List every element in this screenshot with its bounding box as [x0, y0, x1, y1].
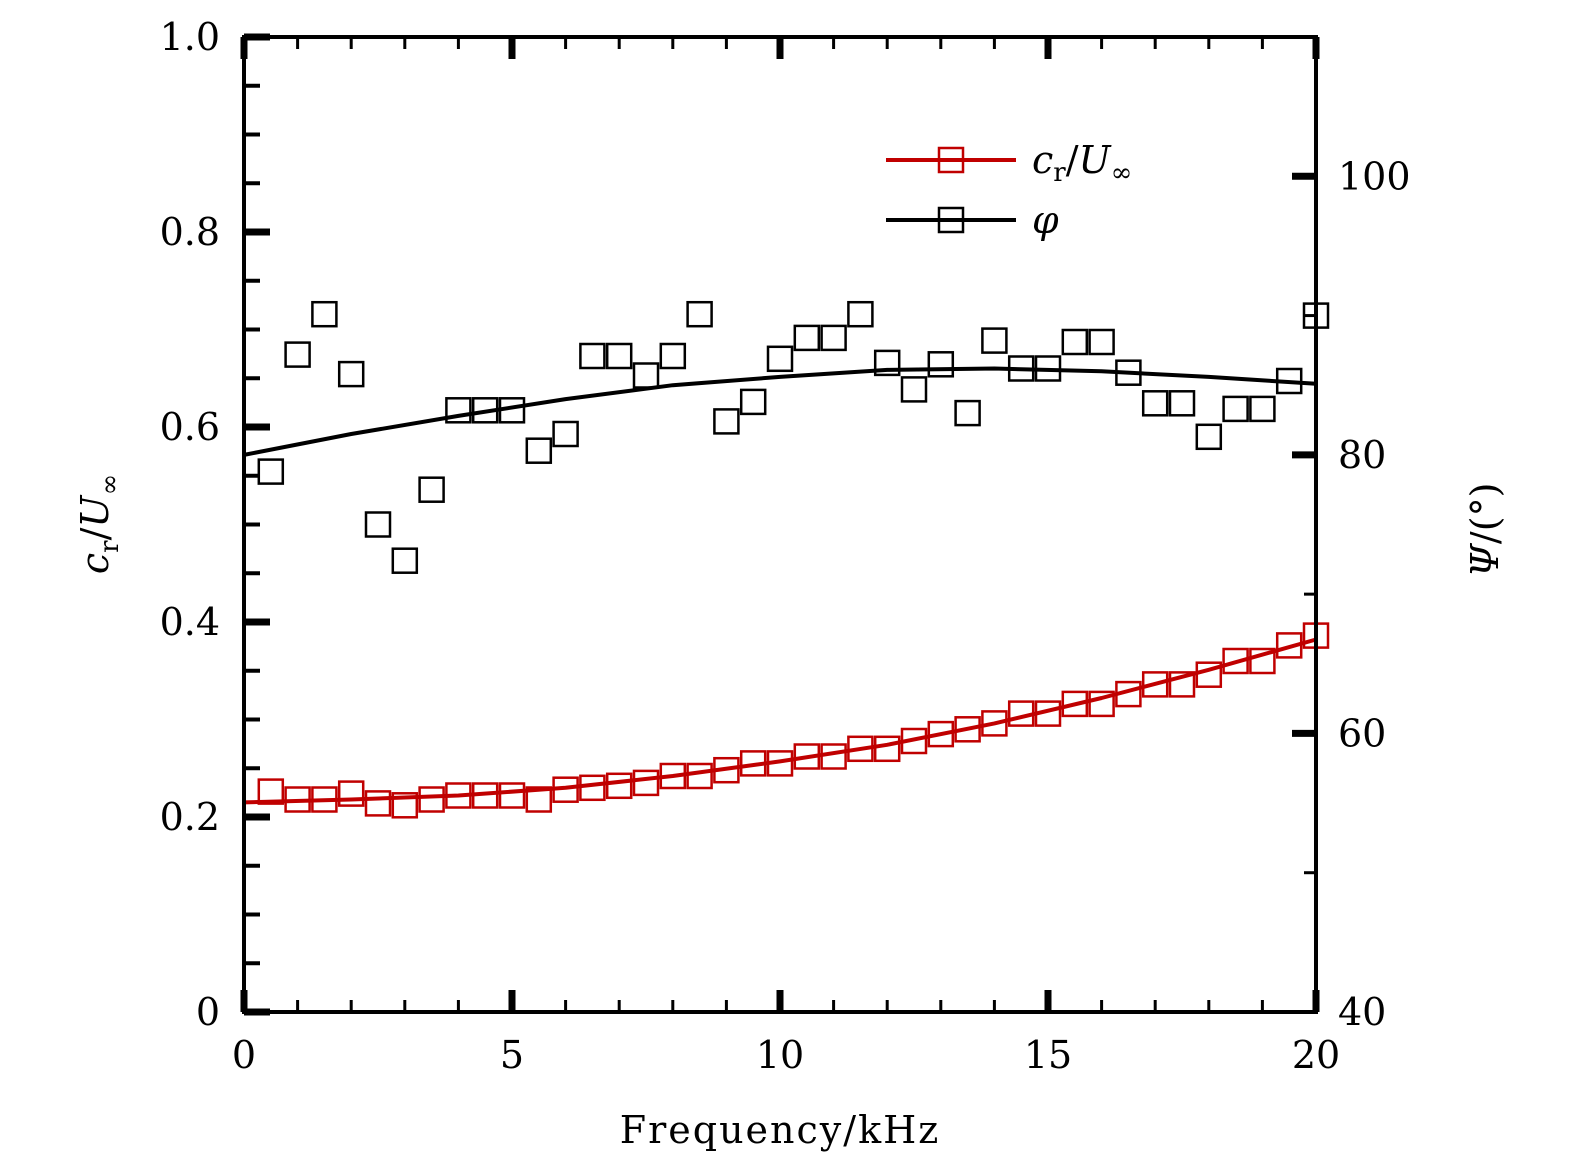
y-left-tick-label: 0: [196, 990, 220, 1034]
data-point-series-2: [391, 547, 419, 574]
y-left-tick-label: 0.8: [160, 210, 220, 254]
data-point-series-2: [820, 324, 847, 352]
data-point-series-2: [337, 360, 365, 388]
data-point-series-2: [766, 345, 794, 373]
data-point-series-0: [1168, 671, 1196, 698]
data-point-series-2: [605, 342, 633, 370]
data-point-series-2: [847, 300, 874, 328]
legend-item-cr: cr/U∞: [886, 138, 1132, 188]
data-point-series-0: [498, 782, 526, 809]
x-tick-label: 20: [1292, 1033, 1340, 1077]
data-point-series-0: [1222, 647, 1249, 675]
data-point-series-2: [713, 408, 740, 435]
y-right-tick-label: 100: [1338, 154, 1411, 198]
data-point-series-2: [793, 324, 821, 352]
data-point-series-2: [552, 420, 579, 448]
data-point-series-2: [364, 511, 392, 538]
data-point-series-2: [1141, 390, 1169, 417]
legend-item-phi: φ: [886, 198, 1059, 242]
y-left-axis-title: cr/U∞: [73, 474, 125, 574]
y-left-tick-label: 0.2: [160, 795, 220, 839]
data-point-series-2: [418, 476, 445, 503]
data-point-series-0: [1088, 690, 1115, 718]
data-point-series-2: [659, 342, 687, 370]
data-point-series-0: [364, 790, 392, 817]
data-point-series-0: [418, 786, 445, 813]
legend: cr/U∞ φ: [886, 138, 1132, 242]
svg-text:Ψ/(°): Ψ/(°): [1463, 483, 1507, 578]
x-axis-title: Frequency/kHz: [620, 1108, 941, 1152]
x-tick-label: 15: [1024, 1033, 1072, 1077]
series-fit-line-1: [243, 637, 1317, 805]
x-tick-label: 5: [500, 1033, 524, 1077]
data-point-series-2: [632, 362, 660, 389]
data-point-series-2: [525, 437, 553, 464]
plot-frame: [242, 35, 1318, 1014]
y-right-axis-title: Ψ/(°): [1463, 483, 1507, 578]
data-point-series-2: [981, 327, 1008, 354]
legend-label-phi: φ: [1032, 198, 1059, 242]
ticks-layer: 0 5 10 15 20 0 0.2 0.4 0.6 0.8 1.0 40 60 80 100: [160, 15, 1411, 1077]
legend-label-cr: cr/U∞: [1032, 138, 1132, 188]
y-right-tick-label: 40: [1338, 990, 1386, 1034]
svg-text:cr/U∞: cr/U∞: [73, 474, 125, 574]
data-point-series-2: [284, 341, 311, 368]
data-point-series-2: [927, 351, 955, 378]
marks-layer: [243, 300, 1330, 819]
data-point-series-0: [927, 720, 955, 748]
data-point-series-2: [686, 300, 713, 328]
data-point-series-2: [873, 349, 901, 377]
data-point-series-0: [605, 772, 633, 800]
data-point-series-0: [1061, 690, 1089, 718]
data-point-series-2: [579, 342, 606, 370]
data-point-series-2: [1168, 390, 1196, 417]
data-point-series-0: [391, 792, 419, 819]
data-point-series-0: [1141, 671, 1169, 698]
y-right-tick-label: 60: [1338, 711, 1386, 755]
data-point-series-2: [1249, 395, 1276, 423]
data-point-series-2: [1088, 328, 1115, 356]
data-point-series-2: [1195, 423, 1223, 451]
y-left-tick-label: 0.4: [160, 600, 220, 644]
series-fit-line-3: [243, 366, 1317, 457]
data-point-series-2: [1222, 395, 1249, 423]
data-point-series-2: [739, 388, 767, 416]
data-point-series-0: [1249, 647, 1276, 675]
data-point-series-0: [820, 743, 847, 770]
data-point-series-0: [337, 780, 365, 807]
y-left-tick-label: 1.0: [160, 15, 220, 59]
x-tick-label: 10: [756, 1033, 804, 1077]
data-point-series-2: [311, 300, 338, 328]
data-point-series-2: [257, 458, 285, 485]
data-point-series-0: [686, 762, 713, 790]
y-left-tick-label: 0.6: [160, 405, 220, 449]
data-point-series-0: [579, 774, 606, 802]
data-point-series-2: [445, 397, 472, 424]
data-point-series-2: [900, 376, 928, 403]
data-point-series-2: [1061, 328, 1089, 356]
x-tick-label: 0: [232, 1033, 256, 1077]
data-point-series-0: [981, 710, 1008, 737]
data-point-series-0: [525, 786, 553, 813]
data-point-series-0: [873, 735, 901, 763]
data-point-series-2: [954, 399, 981, 427]
data-point-series-0: [632, 769, 660, 797]
y-right-tick-label: 80: [1338, 433, 1386, 477]
